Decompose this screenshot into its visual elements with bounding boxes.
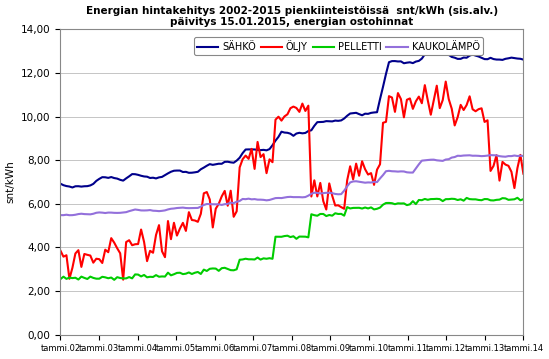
KAUKOLÄMPÖ (251, 197, 258, 201)
KAUKOLÄMPÖ (380, 173, 386, 177)
KAUKOLÄMPÖ (177, 206, 183, 210)
SÄHKÖ (380, 85, 386, 89)
SÄHKÖ (69, 185, 76, 190)
ÖLJY (120, 278, 126, 282)
ÖLJY (251, 167, 258, 171)
PELLETTI (57, 277, 64, 281)
ÖLJY (57, 248, 64, 253)
Line: KAUKOLÄMPÖ: KAUKOLÄMPÖ (60, 155, 523, 215)
PELLETTI (177, 271, 183, 275)
ÖLJY (520, 172, 526, 176)
PELLETTI (111, 278, 117, 282)
KAUKOLÄMPÖ (335, 192, 341, 196)
SÄHKÖ (57, 182, 64, 186)
SÄHKÖ (233, 158, 240, 163)
PELLETTI (233, 267, 240, 271)
KAUKOLÄMPÖ (520, 154, 526, 158)
ÖLJY (335, 203, 341, 208)
ÖLJY (434, 84, 440, 88)
KAUKOLÄMPÖ (66, 213, 72, 217)
SÄHKÖ (428, 50, 434, 54)
ÖLJY (177, 227, 183, 231)
Line: SÄHKÖ: SÄHKÖ (60, 52, 523, 187)
Line: ÖLJY: ÖLJY (60, 81, 523, 280)
KAUKOLÄMPÖ (233, 200, 240, 204)
KAUKOLÄMPÖ (434, 158, 440, 163)
PELLETTI (434, 197, 440, 201)
PELLETTI (514, 196, 520, 200)
Y-axis label: snt/kWh: snt/kWh (5, 160, 15, 204)
PELLETTI (251, 257, 258, 262)
SÄHKÖ (436, 51, 443, 56)
ÖLJY (233, 209, 240, 214)
ÖLJY (442, 79, 449, 84)
Line: PELLETTI: PELLETTI (60, 198, 523, 280)
KAUKOLÄMPÖ (487, 153, 494, 157)
SÄHKÖ (251, 147, 258, 151)
PELLETTI (380, 202, 386, 207)
Title: Energian hintakehitys 2002-2015 pienkiinteistöissä  snt/kWh (sis.alv.)
päivitys : Energian hintakehitys 2002-2015 pienkiin… (86, 5, 498, 27)
SÄHKÖ (520, 57, 526, 62)
ÖLJY (380, 121, 386, 125)
KAUKOLÄMPÖ (57, 213, 64, 217)
SÄHKÖ (335, 119, 341, 123)
PELLETTI (520, 197, 526, 201)
SÄHKÖ (177, 168, 183, 173)
PELLETTI (335, 212, 341, 216)
Legend: SÄHKÖ, ÖLJY, PELLETTI, KAUKOLÄMPÖ: SÄHKÖ, ÖLJY, PELLETTI, KAUKOLÄMPÖ (194, 37, 483, 55)
